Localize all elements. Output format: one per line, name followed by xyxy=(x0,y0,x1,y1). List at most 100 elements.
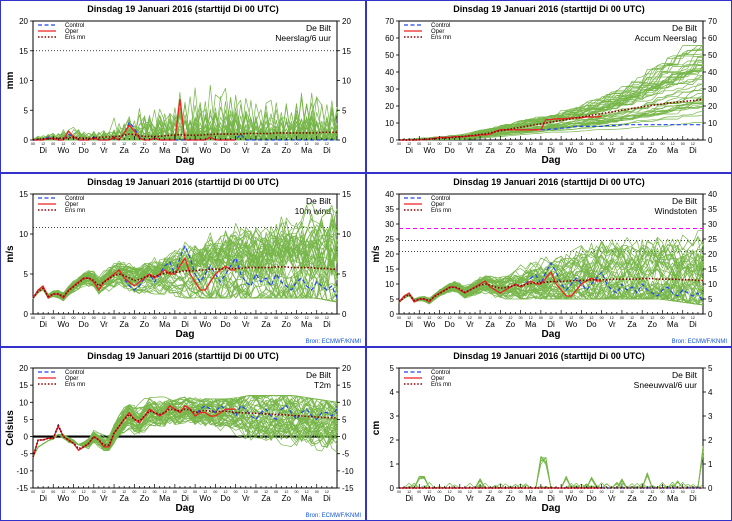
x-day-label: Ma xyxy=(301,494,313,503)
x-hour-label: 00 xyxy=(51,142,55,146)
x-day-label: Di xyxy=(323,146,331,155)
panel-t2m: Dinsdag 19 Januari 2016 (starttijd Di 00… xyxy=(0,347,366,521)
y-axis-left: 0 1 2 3 4 5 xyxy=(390,364,399,493)
y-tick-label: 35 xyxy=(385,205,394,214)
x-day-label: Wo xyxy=(199,494,211,503)
ensemble-members xyxy=(32,395,338,458)
panel-windstoten: Dinsdag 19 Januari 2016 (starttijd Di 00… xyxy=(366,173,732,347)
oper-line xyxy=(33,98,236,141)
panel-sneeuw: Dinsdag 19 Januari 2016 (starttijd Di 00… xyxy=(366,347,732,521)
x-day-label: Zo xyxy=(506,494,516,503)
chart-title: Dinsdag 19 Januari 2016 (starttijd Di 00… xyxy=(87,351,279,361)
x-hour-label: 12 xyxy=(468,142,472,146)
ensemble-mean-line xyxy=(399,98,704,141)
ensemble-line xyxy=(399,472,703,489)
x-hour-label: 12 xyxy=(264,316,268,320)
y-tick-label: 1 xyxy=(390,460,395,469)
x-day-label: Do xyxy=(220,320,231,329)
x-hour-label: 00 xyxy=(31,316,35,320)
y-tick-label: 5 xyxy=(390,364,395,373)
y-tick-label: 20 xyxy=(708,250,717,259)
x-day-label: Di xyxy=(39,494,47,503)
x-hour-label: 12 xyxy=(448,316,452,320)
x-day-label: Vr xyxy=(242,146,250,155)
ensemble-members xyxy=(398,229,704,306)
ensemble-line xyxy=(399,455,704,489)
x-hour-label: 12 xyxy=(284,316,288,320)
y-tick-label: 1 xyxy=(708,460,713,469)
x-hour-label: 00 xyxy=(458,490,462,494)
x-hour-label: 12 xyxy=(427,490,431,494)
x-hour-label: 12 xyxy=(407,142,411,146)
ensemble-mean-line xyxy=(398,277,703,303)
x-day-label: Vr xyxy=(242,494,250,503)
x-hour-label: 00 xyxy=(234,142,238,146)
x-axis: 00 12 00 12 00 12 00 12 00 12 00 12 00 12 00 12 00 12 00 12… xyxy=(31,484,338,503)
ensemble-line xyxy=(399,456,703,489)
x-hour-label: 12 xyxy=(203,490,207,494)
x-day-label: Za xyxy=(261,320,271,329)
x-hour-label: 00 xyxy=(519,490,523,494)
x-day-label: Zo xyxy=(140,146,150,155)
y-tick-label: 10 xyxy=(385,119,394,128)
x-axis: 00 12 00 12 00 12 00 12 00 12 00 12 00 12 00 12 00 12 00 12… xyxy=(31,136,338,155)
x-day-label: Ma xyxy=(159,146,171,155)
y-tick-label: 4 xyxy=(708,388,713,397)
x-hour-label: 12 xyxy=(448,490,452,494)
ensemble-line xyxy=(398,45,703,141)
x-hour-label: 12 xyxy=(203,316,207,320)
x-hour-label: 00 xyxy=(681,490,685,494)
x-axis: 00 12 00 12 00 12 00 12 00 12 00 12 00 12 00 12 00 12 00 12… xyxy=(397,484,704,503)
y-tick-label: 5 xyxy=(342,415,347,424)
x-hour-label: 00 xyxy=(213,490,217,494)
x-day-label: Do xyxy=(79,494,90,503)
chart-title: Dinsdag 19 Januari 2016 (starttijd Di 00… xyxy=(453,351,645,361)
x-day-label: Vr xyxy=(100,320,108,329)
x-hour-label: 12 xyxy=(691,142,695,146)
ensemble-line xyxy=(398,53,704,141)
ensemble-line xyxy=(399,454,704,489)
x-hour-label: 12 xyxy=(305,142,309,146)
legend-label: Ens mn xyxy=(65,35,85,41)
y-tick-label: 20 xyxy=(385,250,394,259)
y-tick-label: 0 xyxy=(24,310,29,319)
x-day-label: Wo xyxy=(199,320,211,329)
ensemble-line xyxy=(399,459,703,489)
x-hour-label: 00 xyxy=(274,490,278,494)
y-tick-label: 0 xyxy=(342,310,347,319)
y-axis-label: m/s xyxy=(371,245,382,263)
x-axis: 00 12 00 12 00 12 00 12 00 12 00 12 00 12 00 12 00 12 00 12… xyxy=(31,310,338,329)
x-day-label: Do xyxy=(586,320,597,329)
ensemble-line xyxy=(32,213,338,298)
x-hour-label: 00 xyxy=(294,142,298,146)
chart-t2m: Dinsdag 19 Januari 2016 (starttijd Di 00… xyxy=(5,351,361,519)
x-hour-label: 00 xyxy=(620,490,624,494)
x-hour-label: 00 xyxy=(254,142,258,146)
ensemble-mean-line xyxy=(32,408,338,458)
x-hour-label: 00 xyxy=(31,142,35,146)
x-hour-label: 00 xyxy=(213,142,217,146)
x-hour-label: 12 xyxy=(61,316,65,320)
x-hour-label: 00 xyxy=(397,316,401,320)
x-hour-label: 00 xyxy=(132,490,136,494)
x-day-label: Vr xyxy=(608,494,616,503)
ensemble-line xyxy=(32,266,338,302)
y-tick-label: 10 xyxy=(19,230,28,239)
x-hour-label: 00 xyxy=(51,490,55,494)
x-day-label: Za xyxy=(120,320,130,329)
panel-accum: Dinsdag 19 Januari 2016 (starttijd Di 00… xyxy=(366,0,732,173)
x-hour-label: 00 xyxy=(193,490,197,494)
y-tick-label: 15 xyxy=(19,381,28,390)
ensemble-line xyxy=(399,457,703,489)
x-hour-label: 12 xyxy=(407,316,411,320)
x-axis-label: Dag xyxy=(176,155,195,166)
y-tick-label: 15 xyxy=(342,190,351,199)
x-hour-label: 00 xyxy=(559,316,563,320)
x-hour-label: 12 xyxy=(122,142,126,146)
y-tick-label: 0 xyxy=(342,136,347,145)
y-tick-label: -5 xyxy=(342,450,350,459)
x-hour-label: 00 xyxy=(254,490,258,494)
x-hour-label: 12 xyxy=(264,142,268,146)
x-hour-label: 12 xyxy=(163,316,167,320)
x-hour-label: 00 xyxy=(519,142,523,146)
